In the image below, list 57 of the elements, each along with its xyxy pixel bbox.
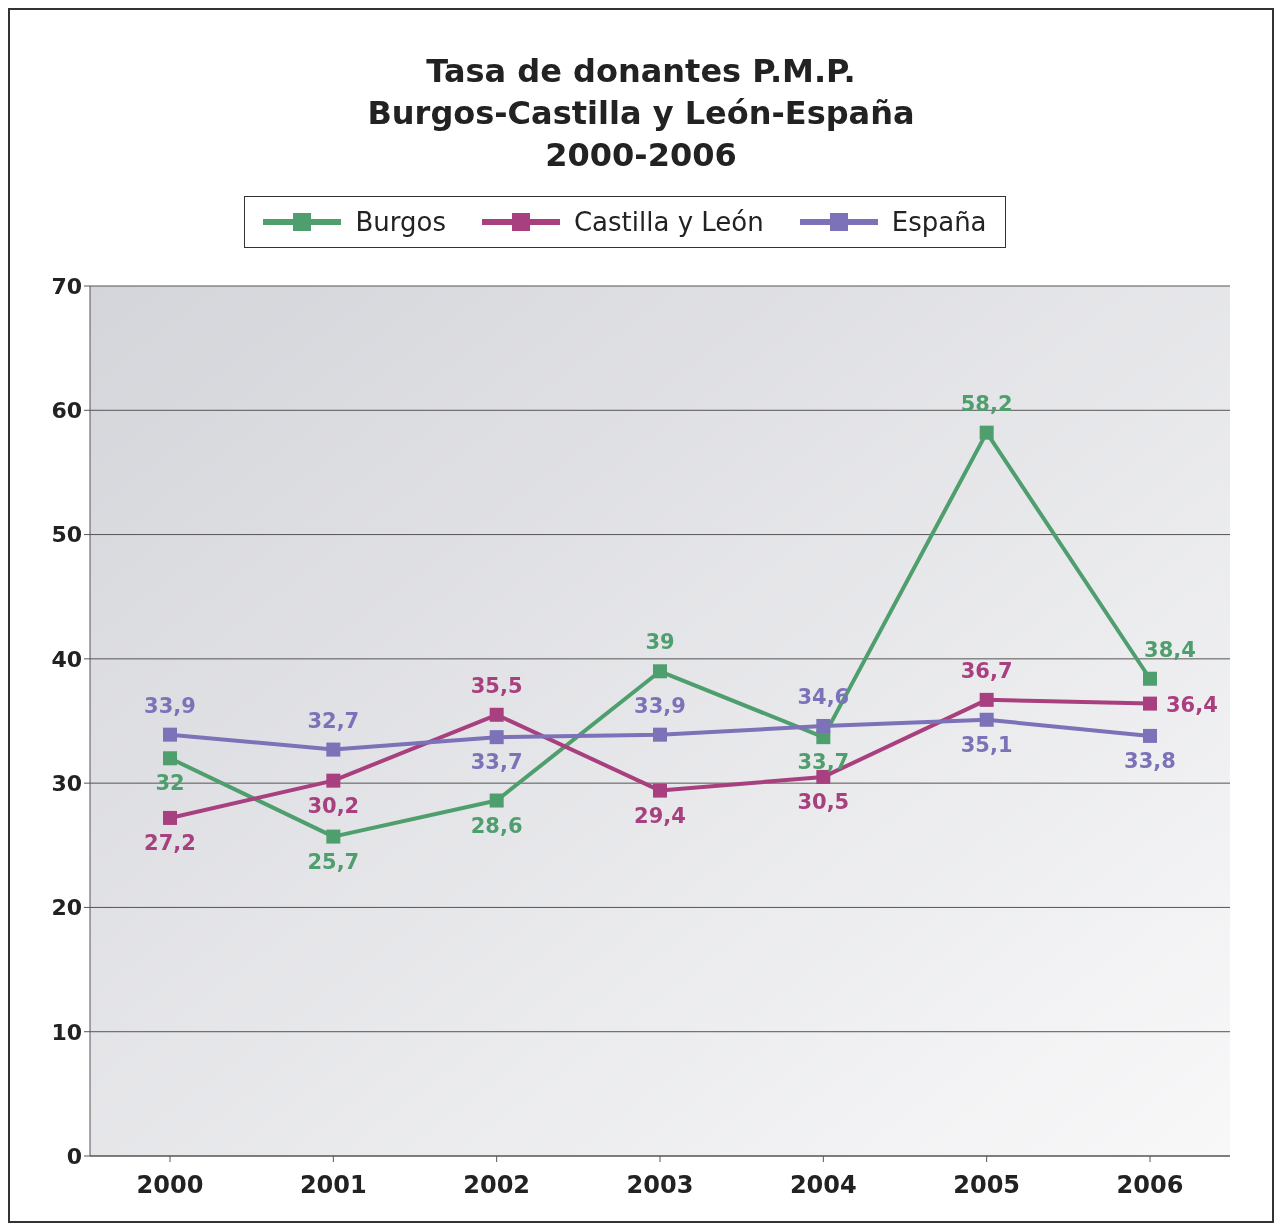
point <box>979 712 994 727</box>
point <box>653 727 667 742</box>
y-tick-label: 20 <box>51 895 82 921</box>
point <box>816 718 831 733</box>
point <box>489 707 504 722</box>
point <box>326 742 341 757</box>
x-tick-label: 2001 <box>299 1171 367 1200</box>
data-label: 35,1 <box>960 732 1013 757</box>
data-label: 29,4 <box>634 803 686 828</box>
point <box>1143 696 1157 711</box>
x-tick-label: 2006 <box>1116 1171 1184 1200</box>
y-tick-label: 40 <box>51 646 82 672</box>
data-label: 25,7 <box>307 849 360 874</box>
x-tick-label: 2003 <box>626 1171 694 1200</box>
legend-label: España <box>891 207 987 237</box>
data-label: 33,7 <box>797 750 850 775</box>
data-label: 33,9 <box>634 693 686 718</box>
point <box>979 692 994 707</box>
data-label: 27,2 <box>144 830 196 855</box>
point <box>163 751 177 766</box>
data-label: 58,2 <box>960 391 1013 416</box>
legend-label: Castilla y León <box>573 207 764 237</box>
point <box>653 783 667 798</box>
chart-title: Tasa de donantes P.M.P. Burgos-Castilla y León-España 2000-2006 <box>366 51 916 176</box>
data-label: 36,7 <box>960 658 1013 683</box>
y-tick-label: 50 <box>51 522 82 548</box>
data-label: 30,2 <box>307 793 360 818</box>
point <box>1143 728 1157 743</box>
x-tick-label: 2000 <box>136 1171 204 1200</box>
data-label: 28,6 <box>470 813 523 838</box>
y-tick-label: 70 <box>51 273 82 299</box>
legend-label: Burgos <box>355 207 446 237</box>
point <box>653 664 667 679</box>
data-label: 38,4 <box>1144 637 1196 662</box>
x-tick-label: 2004 <box>789 1171 857 1200</box>
point <box>489 793 504 808</box>
y-tick-label: 10 <box>51 1019 82 1045</box>
y-tick-label: 30 <box>51 770 82 796</box>
point <box>326 773 341 788</box>
x-tick-label: 2005 <box>953 1171 1021 1200</box>
point <box>326 829 341 844</box>
point <box>1143 671 1157 686</box>
point <box>163 727 177 742</box>
data-label: 36,4 <box>1166 692 1218 717</box>
point <box>979 425 994 440</box>
x-tick-label: 2002 <box>463 1171 531 1200</box>
y-tick-label: 0 <box>66 1143 82 1169</box>
point <box>163 810 177 825</box>
data-label: 33,8 <box>1124 748 1176 773</box>
y-tick-label: 60 <box>51 398 82 424</box>
data-label: 30,5 <box>797 789 850 814</box>
point <box>489 730 504 745</box>
data-label: 39 <box>645 630 675 655</box>
data-label: 33,7 <box>470 750 523 775</box>
data-label: 32,7 <box>307 708 360 733</box>
data-label: 33,9 <box>144 693 196 718</box>
data-label: 35,5 <box>470 673 523 698</box>
